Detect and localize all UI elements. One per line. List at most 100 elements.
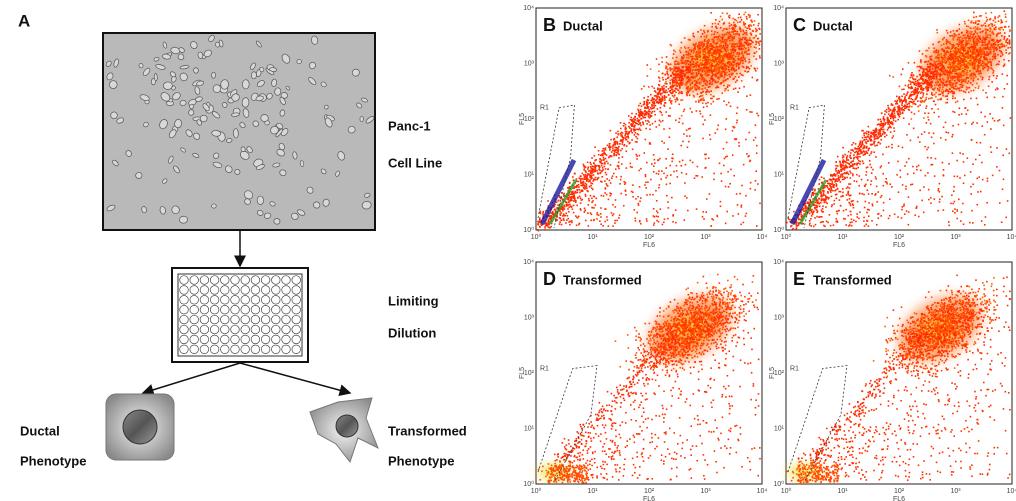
- event-dot: [961, 64, 963, 66]
- event-dot: [965, 64, 967, 66]
- event-dot: [626, 150, 628, 152]
- event-dot: [990, 49, 992, 51]
- event-dot: [886, 109, 888, 111]
- event-dot: [955, 66, 957, 68]
- event-dot: [735, 60, 737, 62]
- event-dot: [559, 221, 561, 223]
- event-dot: [679, 50, 681, 52]
- event-dot: [739, 73, 741, 75]
- event-dot: [748, 71, 750, 73]
- event-dot: [718, 23, 720, 25]
- well: [272, 305, 281, 314]
- event-dot: [911, 112, 913, 114]
- event-dot: [727, 47, 729, 49]
- well: [180, 296, 189, 305]
- event-dot: [665, 86, 667, 88]
- event-dot: [695, 53, 697, 55]
- event-dot: [941, 91, 943, 93]
- event-dot: [608, 199, 610, 201]
- event-dot: [644, 184, 646, 186]
- event-dot: [970, 76, 972, 78]
- event-dot: [701, 79, 703, 81]
- event-dot: [625, 133, 627, 135]
- event-dot: [634, 125, 636, 127]
- event-dot: [674, 99, 676, 101]
- event-dot: [711, 76, 713, 78]
- event-dot: [714, 61, 716, 63]
- event-dot: [717, 129, 719, 131]
- event-dot: [919, 91, 921, 93]
- event-dot: [707, 59, 709, 61]
- event-dot: [720, 37, 722, 39]
- event-dot: [755, 70, 757, 72]
- event-dot: [698, 56, 700, 58]
- event-dot: [699, 50, 701, 52]
- event-dot: [880, 119, 882, 121]
- event-dot: [574, 196, 576, 198]
- event-dot: [741, 51, 743, 53]
- event-dot: [700, 45, 702, 47]
- event-dot: [999, 47, 1001, 49]
- event-dot: [986, 64, 988, 66]
- event-dot: [733, 175, 735, 177]
- event-dot: [803, 211, 805, 213]
- arrow: [143, 363, 240, 393]
- event-dot: [643, 102, 645, 104]
- event-dot: [660, 208, 662, 210]
- event-dot: [680, 76, 682, 78]
- event-dot: [693, 72, 695, 74]
- event-dot: [610, 195, 612, 197]
- event-dot: [742, 53, 744, 55]
- event-dot: [627, 136, 629, 138]
- event-dot: [999, 32, 1001, 34]
- event-dot: [694, 47, 696, 49]
- event-dot: [748, 132, 750, 134]
- event-dot: [655, 95, 657, 97]
- event-dot: [705, 46, 707, 48]
- event-dot: [583, 164, 585, 166]
- event-dot: [638, 134, 640, 136]
- event-dot: [712, 74, 714, 76]
- event-dot: [547, 200, 549, 202]
- event-dot: [950, 51, 952, 53]
- event-dot: [690, 108, 692, 110]
- event-dot: [715, 65, 717, 67]
- event-dot: [567, 187, 569, 189]
- event-dot: [672, 215, 674, 217]
- event-dot: [977, 54, 979, 56]
- well: [282, 286, 291, 295]
- event-dot: [844, 154, 846, 156]
- event-dot: [669, 128, 671, 130]
- event-dot: [942, 61, 944, 63]
- event-dot: [556, 219, 558, 221]
- event-dot: [630, 131, 632, 133]
- event-dot: [966, 86, 968, 88]
- event-dot: [702, 99, 704, 101]
- event-dot: [726, 104, 728, 106]
- y-tick-label: 10¹: [524, 171, 535, 178]
- event-dot: [643, 124, 645, 126]
- event-dot: [577, 190, 579, 192]
- well: [272, 345, 281, 354]
- event-dot: [680, 145, 682, 147]
- event-dot: [725, 156, 727, 158]
- event-dot: [925, 97, 927, 99]
- event-dot: [694, 177, 696, 179]
- event-dot: [717, 50, 719, 52]
- event-dot: [631, 167, 633, 169]
- event-dot: [615, 141, 617, 143]
- event-dot: [641, 88, 643, 90]
- event-dot: [818, 198, 820, 200]
- event-dot: [576, 224, 578, 226]
- event-dot: [692, 56, 694, 58]
- event-dot: [743, 86, 745, 88]
- event-dot: [694, 87, 696, 89]
- event-dot: [917, 66, 919, 68]
- event-dot: [926, 93, 928, 95]
- event-dot: [610, 182, 612, 184]
- event-dot: [928, 79, 930, 81]
- event-dot: [688, 88, 690, 90]
- event-dot: [977, 60, 979, 62]
- event-dot: [980, 15, 982, 17]
- event-dot: [997, 42, 999, 44]
